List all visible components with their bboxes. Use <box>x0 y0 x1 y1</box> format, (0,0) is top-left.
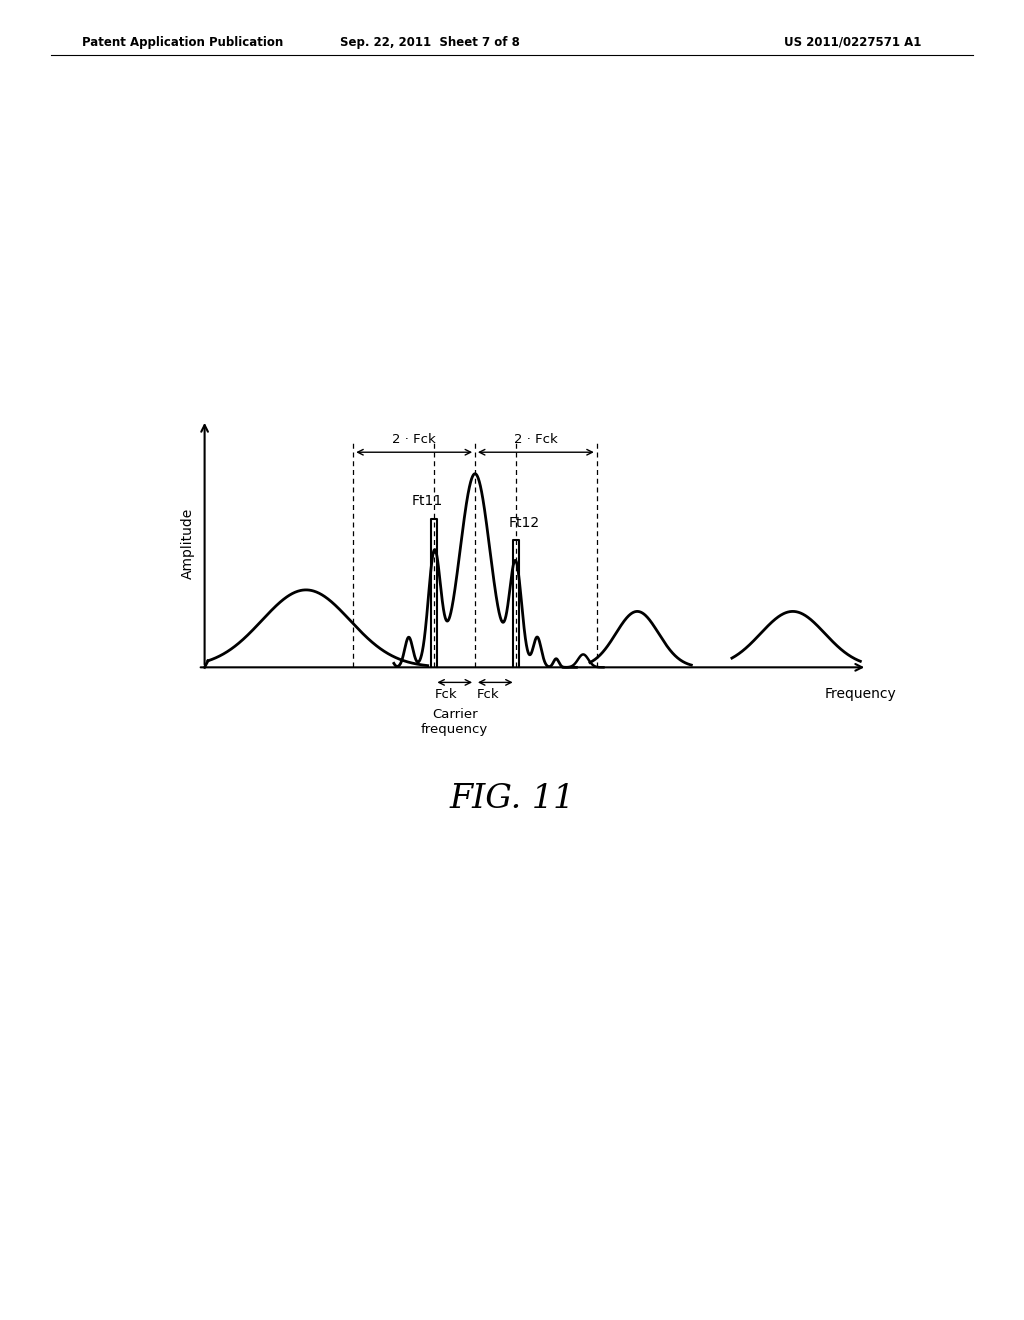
Text: 2 · Fck: 2 · Fck <box>392 433 436 446</box>
Text: Fck: Fck <box>476 688 499 701</box>
Text: Patent Application Publication: Patent Application Publication <box>82 36 284 49</box>
Text: Amplitude: Amplitude <box>180 508 195 579</box>
Text: Ft11: Ft11 <box>412 494 443 508</box>
Text: FIG. 11: FIG. 11 <box>450 783 574 814</box>
Text: Carrier
frequency: Carrier frequency <box>421 709 488 737</box>
Text: Frequency: Frequency <box>824 686 896 701</box>
Text: Sep. 22, 2011  Sheet 7 of 8: Sep. 22, 2011 Sheet 7 of 8 <box>340 36 520 49</box>
Text: 2 · Fck: 2 · Fck <box>514 433 558 446</box>
Text: Ft12: Ft12 <box>508 516 540 529</box>
Text: Fck: Fck <box>435 688 458 701</box>
Text: US 2011/0227571 A1: US 2011/0227571 A1 <box>784 36 922 49</box>
